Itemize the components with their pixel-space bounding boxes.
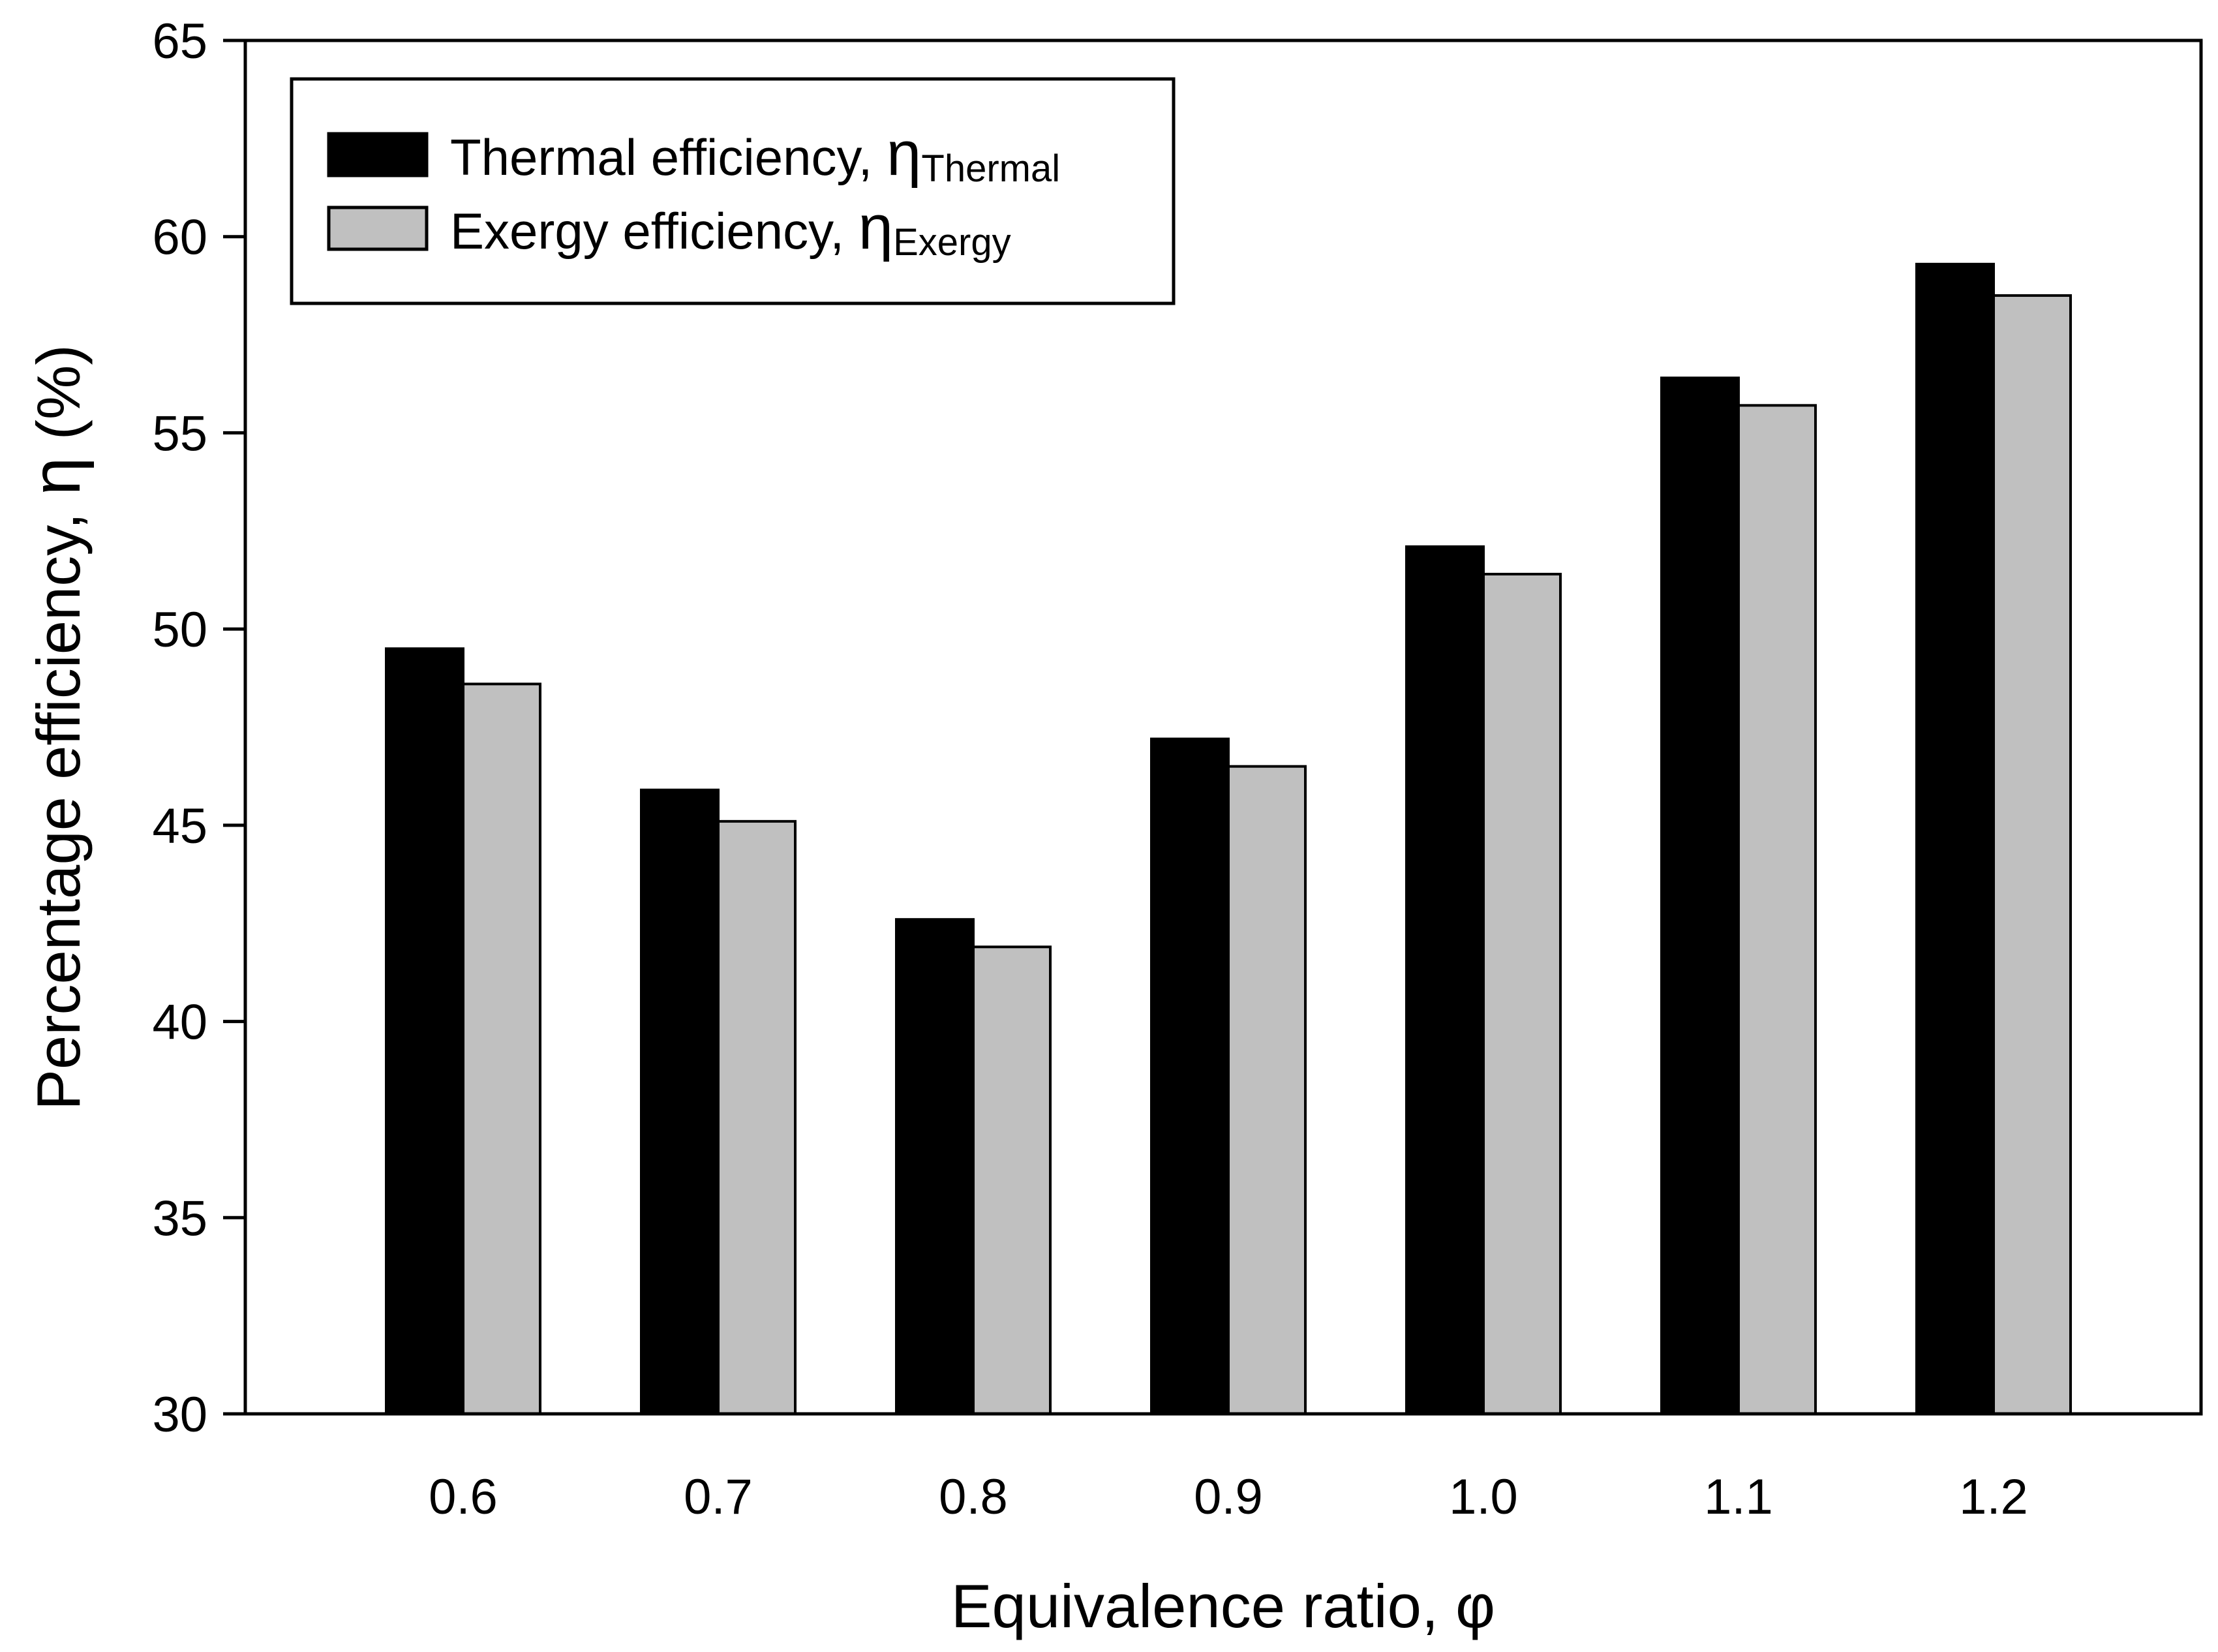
x-tick-label: 0.8	[939, 1469, 1008, 1525]
bar-exergy-1.1	[1737, 404, 1817, 1415]
x-tick-label: 0.6	[429, 1469, 498, 1525]
x-tick-label: 0.9	[1194, 1469, 1263, 1525]
legend-swatch-thermal	[327, 132, 429, 177]
x-axis-label: Equivalence ratio, φ	[951, 1572, 1495, 1640]
y-tick-label: 55	[152, 406, 207, 461]
bar-thermal-0.7	[640, 788, 720, 1415]
y-tick-label: 45	[152, 799, 207, 854]
bar-thermal-1.0	[1405, 545, 1485, 1415]
y-axis-label: Percentage efficiency, η (%)	[18, 344, 95, 1110]
plot-frame	[243, 38, 2203, 1416]
y-tick-label: 65	[152, 14, 207, 69]
bar-exergy-0.9	[1227, 765, 1307, 1415]
bar-exergy-0.7	[717, 819, 797, 1416]
bar-exergy-0.6	[462, 682, 541, 1415]
x-axis-ticks: 0.6 0.7 0.8 0.9 1.0 1.1 1.2	[429, 1469, 2028, 1525]
legend-swatch-exergy	[327, 206, 429, 251]
legend-label-exergy: Exergy efficiency, ηExergy	[450, 192, 1011, 264]
y-tick-label: 30	[152, 1387, 207, 1443]
x-tick-label: 1.2	[1959, 1469, 2028, 1525]
y-tick-label: 40	[152, 995, 207, 1050]
legend-box	[290, 77, 1176, 305]
legend: Thermal efficiency, ηThermal Exergy effi…	[290, 77, 1176, 305]
bar-thermal-1.1	[1660, 376, 1740, 1416]
bar-exergy-1.2	[1992, 294, 2072, 1415]
bar-thermal-1.2	[1915, 262, 1995, 1415]
x-tick-label: 1.0	[1449, 1469, 1518, 1525]
bar-thermal-0.8	[895, 918, 975, 1415]
bar-exergy-1.0	[1482, 572, 1562, 1415]
bar-thermal-0.6	[385, 647, 464, 1416]
y-tick-label: 50	[152, 602, 207, 658]
legend-label-thermal: Thermal efficiency, ηThermal	[450, 119, 1060, 190]
y-tick-label: 60	[152, 210, 207, 266]
y-axis-ticks: 30 35 40 45 50 55 60 65	[152, 14, 245, 1443]
bars-layer	[385, 262, 2072, 1416]
y-tick-label: 35	[152, 1191, 207, 1246]
x-tick-label: 1.1	[1704, 1469, 1773, 1525]
bar-exergy-0.8	[972, 945, 1052, 1416]
bar-thermal-0.9	[1150, 737, 1230, 1415]
x-tick-label: 0.7	[684, 1469, 753, 1525]
